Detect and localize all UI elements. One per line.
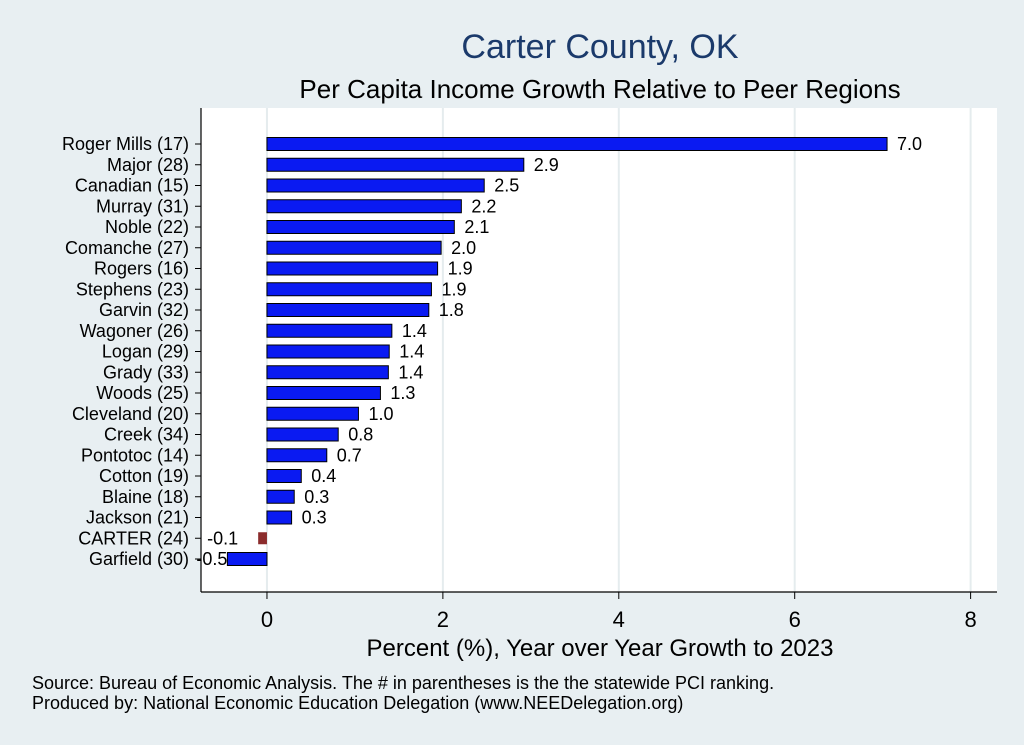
- x-tick-label: 0: [261, 607, 273, 632]
- value-label: -0.5: [196, 549, 227, 569]
- category-label: Pontotoc (14): [81, 445, 189, 465]
- bar: [266, 427, 339, 442]
- value-label: 0.3: [302, 508, 327, 528]
- value-label: 0.4: [311, 466, 336, 486]
- bar: [266, 510, 293, 525]
- chart-subtitle: Per Capita Income Growth Relative to Pee…: [299, 74, 900, 104]
- bar: [266, 323, 393, 338]
- category-label: Murray (31): [96, 196, 189, 216]
- category-label: Logan (29): [102, 342, 189, 362]
- category-label: Noble (22): [105, 217, 189, 237]
- value-label: 7.0: [897, 134, 922, 154]
- produced-by-note: Produced by: National Economic Education…: [32, 693, 683, 713]
- value-label: -0.1: [207, 528, 238, 548]
- value-label: 2.9: [534, 155, 559, 175]
- value-label: 0.8: [348, 425, 373, 445]
- category-label: Garfield (30): [89, 549, 189, 569]
- bar: [266, 344, 390, 359]
- bar-highlight: [258, 532, 267, 545]
- bar: [266, 406, 359, 421]
- bar: [266, 489, 295, 504]
- category-label: CARTER (24): [78, 528, 189, 548]
- value-label: 0.7: [337, 445, 362, 465]
- value-labels: 7.02.92.52.22.12.01.91.91.81.41.41.41.31…: [196, 134, 922, 569]
- category-label: Creek (34): [104, 425, 189, 445]
- bar: [266, 199, 462, 214]
- category-label: Garvin (32): [99, 300, 189, 320]
- bar: [266, 448, 328, 463]
- bar: [266, 157, 525, 172]
- category-label: Jackson (21): [86, 508, 189, 528]
- value-label: 1.3: [390, 383, 415, 403]
- bar: [266, 220, 455, 234]
- x-tick-label: 8: [964, 607, 976, 632]
- bar: [226, 552, 268, 566]
- value-label: 1.4: [398, 362, 423, 382]
- chart-title: Carter County, OK: [461, 28, 738, 66]
- x-tick-label: 2: [437, 607, 449, 632]
- category-label: Stephens (23): [76, 279, 189, 299]
- value-label: 1.9: [441, 279, 466, 299]
- value-label: 1.0: [368, 404, 393, 424]
- category-label: Roger Mills (17): [62, 134, 189, 154]
- value-label: 1.8: [439, 300, 464, 320]
- value-label: 1.4: [402, 321, 427, 341]
- x-axis-label: Percent (%), Year over Year Growth to 20…: [367, 635, 834, 662]
- value-label: 0.3: [304, 487, 329, 507]
- category-label: Rogers (16): [94, 259, 189, 279]
- category-labels: Roger Mills (17)Major (28)Canadian (15)M…: [62, 134, 189, 569]
- axes: [195, 108, 997, 593]
- category-label: Comanche (27): [65, 238, 189, 258]
- value-label: 2.1: [464, 217, 489, 237]
- source-note: Source: Bureau of Economic Analysis. The…: [32, 673, 774, 693]
- x-ticks: 0 2 4 6 8: [261, 592, 977, 632]
- value-label: 2.2: [471, 196, 496, 216]
- category-label: Major (28): [107, 155, 189, 175]
- bar: [266, 469, 302, 483]
- bar: [266, 386, 381, 400]
- category-label: Cotton (19): [99, 466, 189, 486]
- x-tick-label: 4: [613, 607, 625, 632]
- value-label: 1.9: [448, 259, 473, 279]
- value-label: 1.4: [399, 342, 424, 362]
- bar: [266, 178, 485, 193]
- category-label: Wagoner (26): [80, 321, 189, 341]
- bar: [266, 240, 442, 255]
- category-label: Cleveland (20): [72, 404, 189, 424]
- bar: [266, 137, 888, 151]
- x-tick-label: 6: [789, 607, 801, 632]
- bar: [266, 261, 439, 276]
- category-label: Woods (25): [96, 383, 189, 403]
- category-label: Grady (33): [103, 362, 189, 382]
- bar: [266, 365, 389, 380]
- bar: [266, 282, 432, 297]
- category-label: Blaine (18): [102, 487, 189, 507]
- value-label: 2.5: [494, 176, 519, 196]
- value-label: 2.0: [451, 238, 476, 258]
- category-label: Canadian (15): [75, 176, 189, 196]
- bar: [266, 303, 430, 317]
- bars: [226, 137, 888, 566]
